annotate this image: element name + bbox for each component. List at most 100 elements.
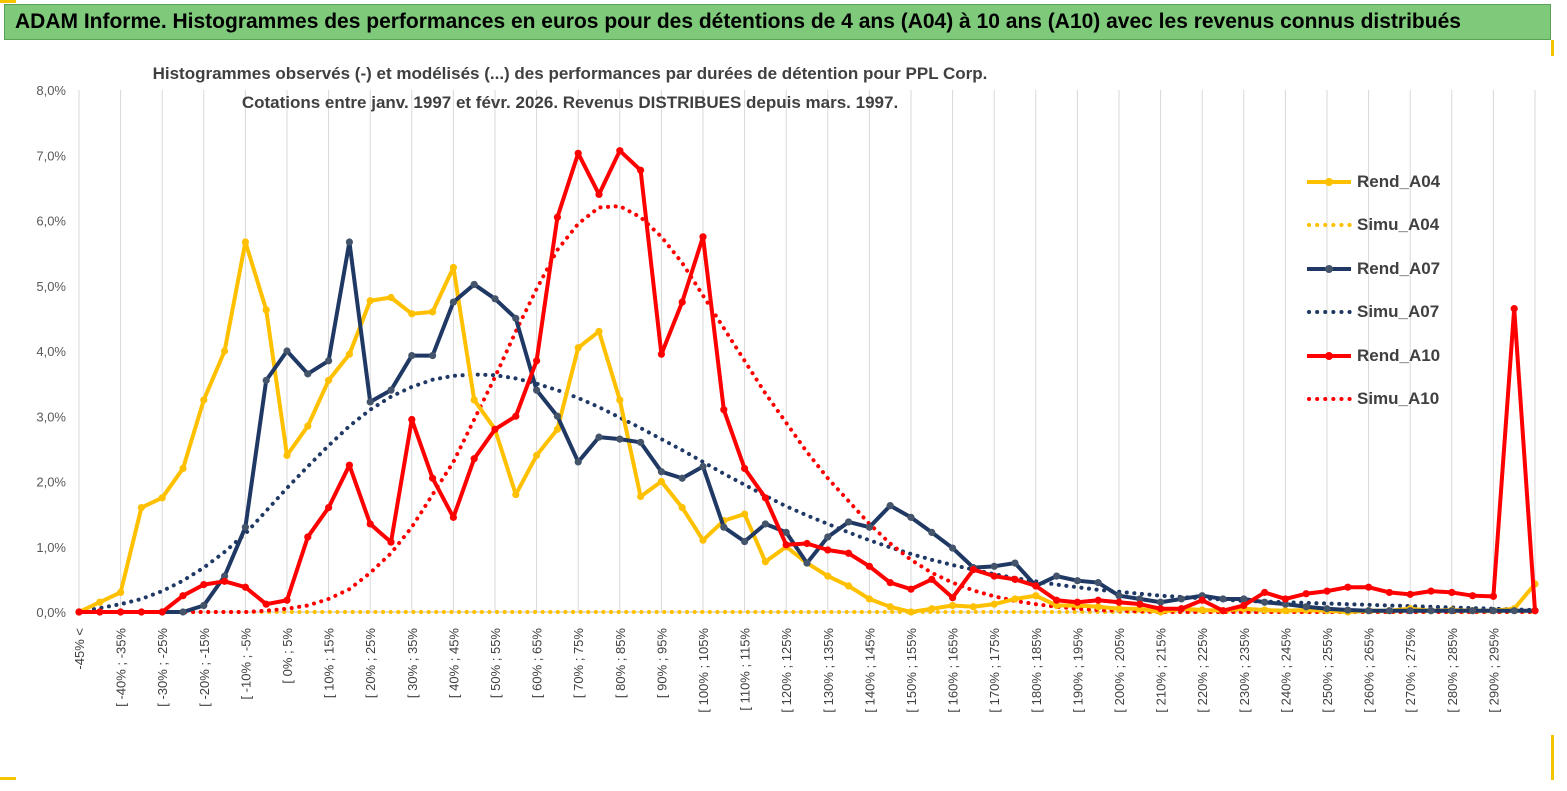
point-rend-a10 [1053,596,1061,604]
legend-label-simu-a07: Simu_A07 [1357,302,1440,322]
x-tick-label: -45% < [72,628,87,670]
point-rend-a07 [761,520,770,528]
y-tick-label: 4,0% [36,344,66,359]
point-rend-a07 [1240,595,1248,603]
point-rend-a10 [158,608,166,616]
point-rend-a07 [1344,606,1352,614]
point-rend-a04 [429,308,437,316]
x-tick-label: [ 30% ; 35% [405,628,420,699]
y-tick-label: 2,0% [36,475,66,490]
point-rend-a04 [345,350,353,358]
point-rend-a04 [200,396,208,404]
x-tick-label: [ 180% ; 185% [1029,628,1044,713]
legend-item-rend-a07: Rend_A07 [1305,247,1505,291]
legend-item-simu-a07: Simu_A07 [1305,291,1505,335]
chart-title: Histogrammes observés (-) et modélisés (… [152,64,988,83]
point-rend-a07 [1281,600,1289,608]
point-rend-a10 [75,608,83,616]
point-rend-a10 [657,350,666,358]
legend-swatch-rend-a07 [1307,264,1351,273]
point-rend-a07 [678,474,686,482]
point-rend-a10 [720,406,728,414]
x-tick-label: [ 130% ; 135% [821,628,836,713]
point-rend-a10 [761,494,770,502]
report-banner: ADAM Informe. Histogrammes des performan… [4,4,1551,40]
point-rend-a10 [366,520,374,528]
point-rend-a07 [1323,605,1331,613]
point-rend-a07 [1261,598,1269,606]
point-rend-a10 [1365,583,1373,591]
point-rend-a10 [325,504,333,512]
point-rend-a10 [886,579,894,587]
chart-legend: Rend_A04 Simu_A04 Rend_A07 Simu_A07 Rend… [1305,160,1505,421]
point-rend-a07 [1385,607,1393,615]
point-rend-a10 [200,580,208,589]
x-tick-label: [ 290% ; 295% [1486,628,1501,713]
point-rend-a04 [1261,606,1269,614]
legend-item-rend-a04: Rend_A04 [1305,160,1505,204]
point-rend-a07 [283,347,291,355]
point-rend-a07 [1489,607,1497,615]
point-rend-a07 [1219,595,1227,603]
x-tick-label: [ 0% ; 5% [280,628,295,684]
x-tick-label: [ 250% ; 255% [1320,628,1335,713]
point-rend-a10 [96,608,104,616]
point-rend-a04 [574,344,582,352]
point-rend-a04 [1281,607,1289,615]
point-rend-a07 [408,351,416,360]
y-tick-label: 3,0% [36,409,66,424]
tick-labels: 0,0% 1,0% 2,0% 3,0% 4,0% 5,0% 6,0% 7,0% 8,0% -45%… [36,83,1501,713]
point-rend-a04 [96,598,104,606]
legend-swatch-simu-a04 [1307,223,1353,228]
point-rend-a10 [1240,601,1248,610]
point-rend-a10 [1385,588,1393,597]
x-tick-label: [ -20% ; -15% [197,628,212,707]
point-rend-a04 [137,504,145,512]
point-rend-a10 [741,464,749,473]
point-rend-a10 [1406,590,1414,598]
point-rend-a10 [928,575,936,583]
point-rend-a07 [1136,595,1144,603]
x-tick-label: [ 80% ; 85% [613,628,628,699]
legend-swatch-rend-a04 [1307,177,1351,186]
point-rend-a04 [907,608,915,616]
point-rend-a07 [741,537,749,546]
x-tick-label: [ 230% ; 235% [1237,628,1252,713]
point-rend-a04 [470,396,478,404]
point-rend-a04 [616,396,624,404]
point-rend-a07 [616,435,624,443]
point-rend-a07 [221,572,229,580]
point-rend-a07 [470,280,478,289]
point-rend-a10 [345,461,353,469]
point-rend-a04 [512,490,520,499]
point-rend-a04 [449,263,457,272]
x-tick-label: [ 140% ; 145% [862,628,877,713]
x-tick-label: [ 260% ; 265% [1362,628,1377,713]
point-rend-a07 [803,559,811,567]
point-rend-a10 [907,585,915,593]
point-rend-a10 [553,213,562,221]
point-rend-a07 [657,468,666,476]
corner-mark-top-left [0,0,16,3]
point-rend-a10 [533,357,541,365]
point-rend-a10 [1302,590,1310,598]
point-rend-a07 [262,376,270,384]
legend-item-simu-a04: Simu_A04 [1305,204,1505,248]
point-rend-a04 [1115,605,1123,613]
point-rend-a07 [200,601,208,610]
x-tick-label: [ 90% ; 95% [654,628,669,699]
point-rend-a07 [1365,607,1373,615]
point-rend-a04 [179,464,187,473]
point-rend-a07 [637,438,645,446]
point-rend-a10 [1344,583,1352,591]
point-rend-a10 [1427,587,1435,595]
point-rend-a10 [616,147,624,155]
point-rend-a10 [969,565,978,574]
point-rend-a04 [533,451,541,459]
legend-label-rend-a07: Rend_A07 [1357,258,1441,278]
point-rend-a10 [262,600,270,608]
point-rend-a04 [366,297,374,305]
point-rend-a04 [761,558,770,566]
point-rend-a10 [1136,600,1144,608]
point-rend-a10 [387,538,395,546]
